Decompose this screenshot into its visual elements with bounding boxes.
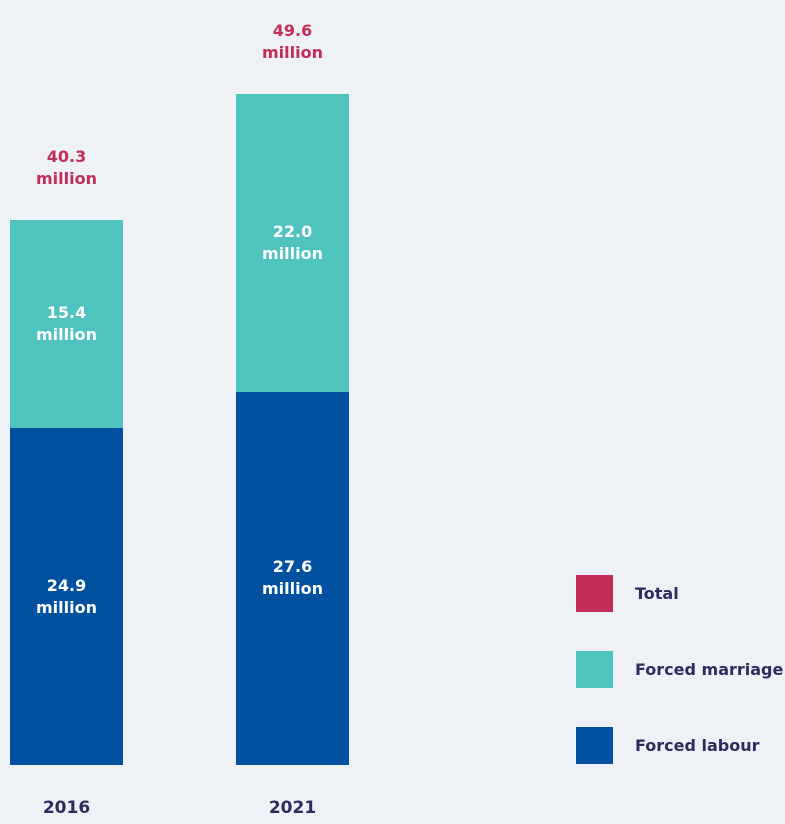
legend-swatch bbox=[576, 575, 613, 612]
value-label: 22.0 million bbox=[262, 221, 323, 263]
bar-segment bbox=[10, 428, 123, 765]
bar-segment bbox=[10, 219, 123, 429]
bar-segment bbox=[236, 94, 349, 392]
legend-label: Forced marriage bbox=[635, 660, 784, 679]
x-tick-label: 2021 bbox=[268, 798, 317, 818]
value-label: 27.6 million bbox=[262, 557, 323, 599]
value-label: 15.4 million bbox=[36, 302, 97, 344]
legend-label: Total bbox=[635, 584, 679, 603]
total-label: 49.6 million bbox=[262, 21, 323, 62]
value-label: 24.9 million bbox=[36, 575, 97, 617]
x-tick-label: 2016 bbox=[42, 798, 91, 818]
legend-swatch bbox=[576, 727, 613, 764]
total-label: 40.3 million bbox=[36, 146, 97, 188]
bar-segment bbox=[236, 391, 349, 765]
legend-label: Forced labour bbox=[635, 736, 760, 755]
legend-swatch bbox=[576, 651, 613, 688]
